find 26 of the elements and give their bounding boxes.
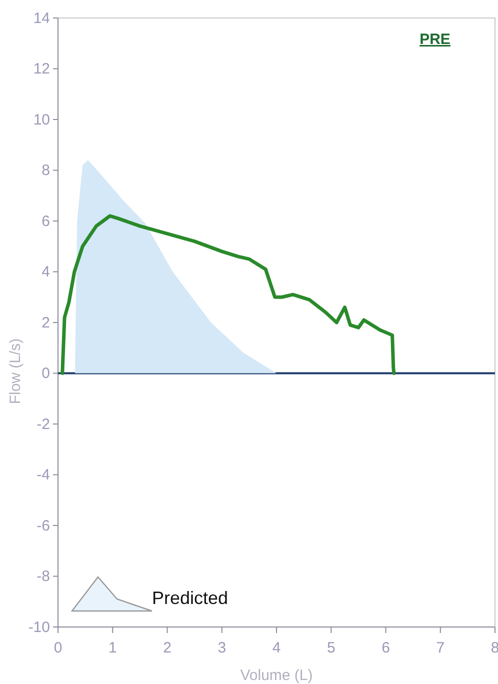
y-axis-title: Flow (L/s) [7, 338, 24, 404]
x-axis-title: Volume (L) [240, 667, 313, 684]
line-series [60, 214, 396, 375]
x-tick-label: 4 [272, 640, 281, 656]
y-tick-label: 4 [42, 264, 50, 281]
y-tick-label: 12 [33, 60, 50, 78]
y-tick-label: 14 [33, 10, 50, 27]
y-tick-label: -2 [36, 416, 50, 433]
x-tick-label: 0 [54, 640, 62, 656]
y-tick-label: -10 [28, 618, 50, 636]
y-tick-label: 0 [42, 365, 50, 382]
x-tick-label: 3 [218, 640, 226, 656]
text: PRE [420, 31, 450, 48]
x-tick-label: 6 [382, 640, 390, 656]
y-tick-label: 10 [33, 111, 50, 128]
y-tick-label: -4 [36, 466, 50, 484]
y-tick-label: 8 [42, 162, 50, 180]
y-tick-label: -6 [36, 517, 50, 534]
x-tick-label: 2 [163, 640, 172, 656]
y-tick-label: 6 [42, 212, 50, 230]
legend-label: Predicted [152, 588, 228, 608]
x-tick-label: 1 [108, 640, 117, 656]
x-tick-label: 5 [326, 640, 336, 656]
x-tick-label: 7 [436, 640, 445, 656]
y-tick-label: -8 [36, 568, 50, 586]
y-tick-label: 2 [42, 314, 50, 332]
